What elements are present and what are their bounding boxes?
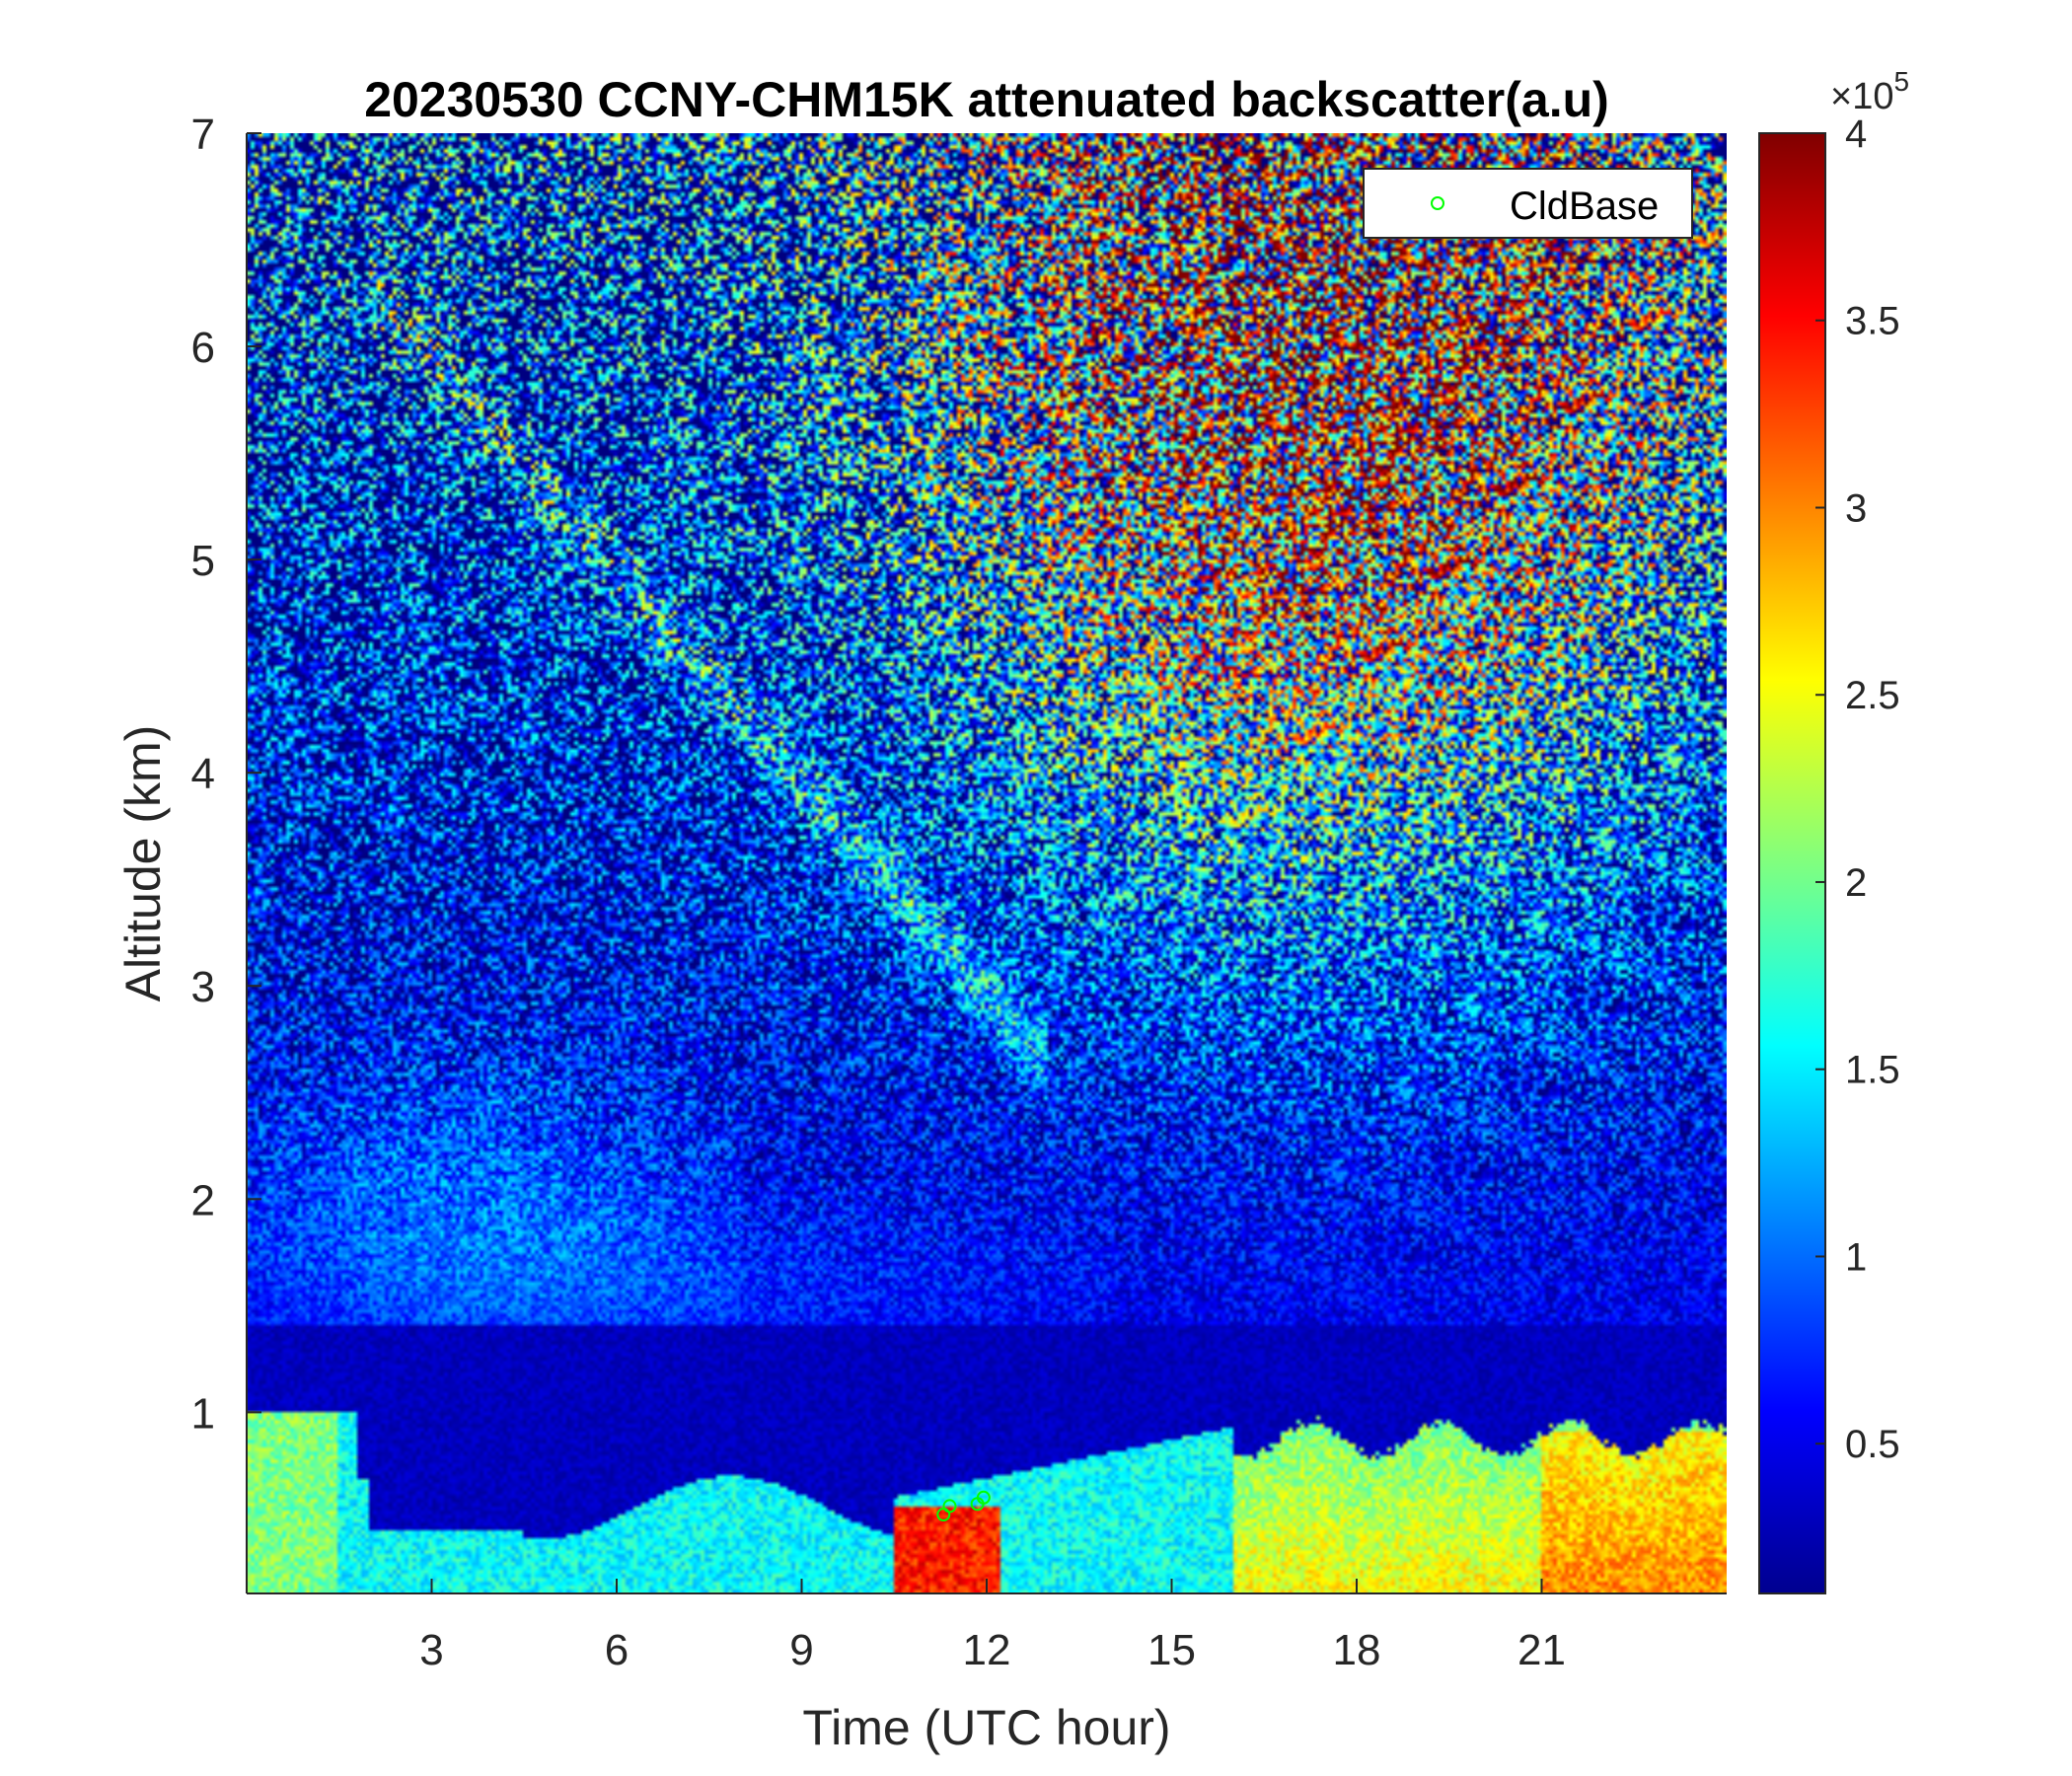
y-axis-ticks: 1 2 3 4 5 6 7 xyxy=(191,111,261,1438)
colorbar-tick-label: 2.5 xyxy=(1845,674,1900,717)
plot-area xyxy=(247,133,1727,1593)
colorbar-tick-label: 3 xyxy=(1845,486,1867,530)
colorbar-tick-label: 0.5 xyxy=(1845,1423,1900,1466)
y-tick-label: 6 xyxy=(191,324,215,372)
legend: CldBase xyxy=(1363,168,1693,239)
y-tick-label: 2 xyxy=(191,1176,215,1224)
x-tick-label: 18 xyxy=(1333,1626,1381,1674)
legend-label-cldbase: CldBase xyxy=(1510,185,1659,228)
colorbar-multiplier: ×105 xyxy=(1830,66,1909,117)
x-tick-label: 3 xyxy=(419,1626,443,1674)
colorbar-ticks: 0.5 1 1.5 2 2.5 3 3.5 4 xyxy=(1815,112,1900,1466)
colorbar-tick-label: 1 xyxy=(1845,1235,1867,1279)
colorbar: 0.5 1 1.5 2 2.5 3 3.5 4 ×105 xyxy=(1758,66,1909,1594)
cldbase-marker xyxy=(976,1490,991,1505)
legend-marker-cldbase xyxy=(1431,196,1444,210)
x-tick-label: 12 xyxy=(963,1626,1011,1674)
y-axis-label: Altitude (km) xyxy=(115,725,171,1002)
y-tick-label: 4 xyxy=(191,750,215,798)
colorbar-tick-label: 3.5 xyxy=(1845,300,1900,343)
x-tick-label: 6 xyxy=(605,1626,629,1674)
colorbar-tick-label: 4 xyxy=(1845,112,1867,156)
backscatter-heatmap xyxy=(247,133,1727,1593)
colorbar-gradient xyxy=(1758,132,1826,1594)
colorbar-tick-label: 2 xyxy=(1845,861,1867,905)
x-tick-label: 21 xyxy=(1517,1626,1566,1674)
y-tick-label: 3 xyxy=(191,963,215,1011)
x-axis-ticks: 3 6 9 12 15 18 21 xyxy=(419,1579,1566,1674)
y-tick-label: 7 xyxy=(191,111,215,159)
y-tick-label: 5 xyxy=(191,537,215,585)
chart-title: 20230530 CCNY-CHM15K attenuated backscat… xyxy=(364,72,1609,127)
y-tick-label: 1 xyxy=(191,1389,215,1438)
x-axis-label: Time (UTC hour) xyxy=(802,1700,1170,1755)
cldbase-marker xyxy=(942,1499,957,1514)
x-tick-label: 15 xyxy=(1147,1626,1196,1674)
colorbar-tick-label: 1.5 xyxy=(1845,1049,1900,1092)
x-tick-label: 9 xyxy=(789,1626,813,1674)
legend-box xyxy=(1363,168,1693,239)
cldbase-markers xyxy=(936,1490,991,1522)
